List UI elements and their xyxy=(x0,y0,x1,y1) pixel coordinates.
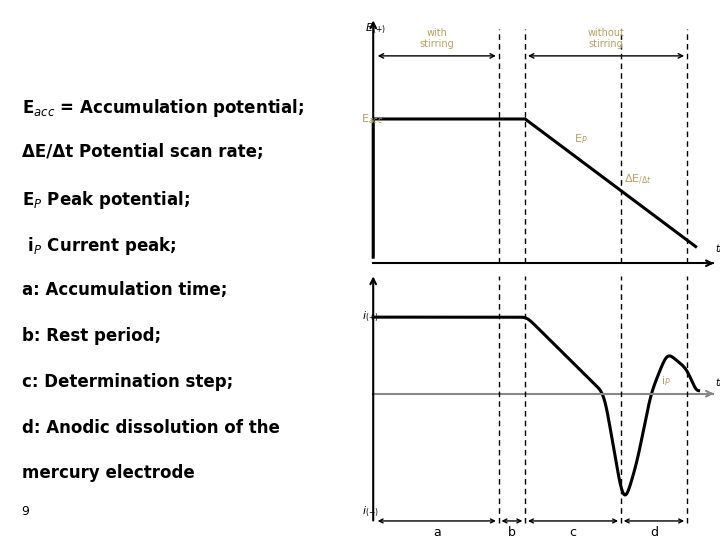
Text: E$_P$: E$_P$ xyxy=(574,132,588,146)
Text: a: a xyxy=(433,525,441,539)
Text: d: Anodic dissolution of the: d: Anodic dissolution of the xyxy=(22,418,279,436)
Text: without
stirring: without stirring xyxy=(588,28,624,49)
Text: d: d xyxy=(650,525,658,539)
Text: i$_{(-)}$: i$_{(-)}$ xyxy=(361,504,379,519)
Text: b: Rest period;: b: Rest period; xyxy=(22,327,161,345)
Text: ΔE/Δt Potential scan rate;: ΔE/Δt Potential scan rate; xyxy=(22,143,264,161)
Text: time: time xyxy=(715,244,720,254)
Text: c: c xyxy=(570,525,577,539)
Text: E$_{acc}$ = Accumulation potential;: E$_{acc}$ = Accumulation potential; xyxy=(22,97,304,119)
Text: 9: 9 xyxy=(22,505,30,518)
Text: E$_{(+)}$: E$_{(+)}$ xyxy=(365,22,386,37)
Text: i$_P$: i$_P$ xyxy=(660,374,670,388)
Text: E$_P$ Peak potential;: E$_P$ Peak potential; xyxy=(22,189,189,211)
Text: ΔE$_{/\Delta t}$: ΔE$_{/\Delta t}$ xyxy=(624,173,652,187)
Text: b: b xyxy=(508,525,516,539)
Text: E$_{acc}$: E$_{acc}$ xyxy=(361,112,383,126)
Text: time: time xyxy=(715,378,720,388)
Text: mercury electrode: mercury electrode xyxy=(22,464,194,482)
Text: i$_P$ Current peak;: i$_P$ Current peak; xyxy=(22,235,176,257)
Text: with
stirring: with stirring xyxy=(420,28,454,49)
Text: a: Accumulation time;: a: Accumulation time; xyxy=(22,281,227,299)
Text: c: Determination step;: c: Determination step; xyxy=(22,373,233,390)
Text: i$_{(+)}$: i$_{(+)}$ xyxy=(361,310,379,325)
